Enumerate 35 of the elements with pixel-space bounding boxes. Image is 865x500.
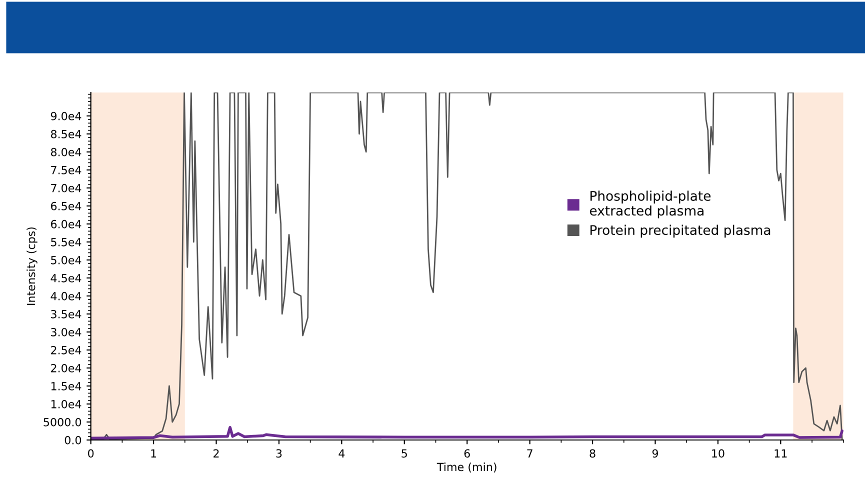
- legend-label: Phospholipid-plate extracted plasma: [590, 190, 711, 218]
- y-tick-label: 0.0: [64, 436, 82, 444]
- x-tick-label: 3: [276, 449, 282, 458]
- x-tick-label: 1: [151, 449, 156, 458]
- x-tick-label: 11: [774, 449, 787, 458]
- y-tick-label: 5000.0: [44, 418, 82, 426]
- x-tick-label: 2: [214, 449, 219, 458]
- y-tick-label: 1.0e4: [51, 400, 82, 408]
- x-tick-label: 5: [402, 449, 407, 458]
- y-tick-label: 7.5e4: [51, 166, 82, 174]
- legend-label: Protein precipitated plasma: [590, 224, 770, 238]
- y-tick-label: 4.0e4: [50, 292, 82, 300]
- y-tick-label: 4.5e4: [50, 274, 82, 282]
- x-axis-title: Time (min): [436, 462, 496, 472]
- x-tick-label: 9: [652, 449, 658, 458]
- y-tick-label: 2.0e4: [51, 364, 82, 372]
- y-tick-label: 6.5e4: [50, 202, 82, 210]
- y-tick-label: 8.5e4: [50, 130, 82, 138]
- y-tick-label: 2.5e4: [51, 346, 82, 354]
- y-tick-label: 8.0e4: [50, 148, 82, 156]
- y-tick-label: 3.0e4: [51, 328, 82, 336]
- y-tick-label: 5.5e4: [51, 238, 82, 246]
- y-axis-title: Intensity (cps): [26, 227, 38, 305]
- x-tick-label: 6: [464, 449, 470, 458]
- x-tick-label: 0: [88, 449, 94, 458]
- y-tick-label: 9.0e4: [50, 112, 82, 120]
- x-tick-label: 8: [590, 449, 596, 458]
- x-tick-label: 7: [527, 449, 532, 458]
- x-tick-label: 4: [338, 449, 345, 458]
- y-tick-label: 5.0e4: [51, 256, 82, 264]
- y-tick-label: 1.5e4: [51, 382, 82, 390]
- y-tick-label: 7.0e4: [51, 184, 82, 192]
- y-tick-label: 3.5e4: [51, 310, 82, 318]
- y-tick-label: 6.0e4: [50, 220, 82, 228]
- x-tick-label: 10: [712, 449, 724, 458]
